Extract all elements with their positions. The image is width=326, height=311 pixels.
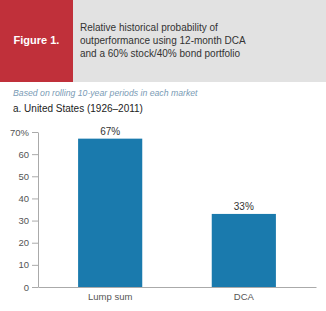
- y-axis-line: [38, 133, 39, 288]
- y-tick-label: 50: [18, 171, 29, 182]
- y-tick-label: 10: [18, 259, 29, 270]
- figure-label: Figure 1.: [14, 34, 60, 46]
- data-label: 33%: [234, 201, 254, 212]
- bar: [78, 139, 142, 287]
- y-tick: 40: [18, 193, 38, 204]
- y-tick-label: 60: [18, 149, 29, 160]
- y-axis: 0 10 20 30 40 50 60 70%: [10, 127, 39, 293]
- section-label: a. United States (1926–2011): [13, 103, 143, 114]
- y-tick-mark: [32, 287, 38, 288]
- y-tick: 20: [18, 237, 38, 248]
- y-tick-label: 0: [24, 282, 29, 293]
- y-tick-mark: [32, 154, 38, 155]
- y-tick-label: 40: [18, 193, 29, 204]
- y-tick: 60: [18, 149, 38, 160]
- y-tick: 50: [18, 171, 38, 182]
- subtitle: Based on rolling 10-year periods in each…: [13, 88, 198, 98]
- x-tick: DCA: [234, 287, 255, 302]
- plot: 0 10 20 30 40 50 60 70% Lump sum DCA 67% 33%: [10, 126, 317, 302]
- bars: [78, 139, 276, 287]
- y-tick-label: 30: [18, 215, 29, 226]
- bar: [212, 214, 276, 287]
- y-tick-mark: [32, 265, 38, 266]
- y-tick-mark: [32, 198, 38, 199]
- y-tick: 10: [18, 259, 38, 270]
- chart-svg: Figure 1. Relative historical probability…: [0, 0, 326, 311]
- y-tick: 30: [18, 215, 38, 226]
- data-label: 67%: [100, 126, 120, 137]
- x-tick-label: DCA: [234, 291, 255, 302]
- y-tick-mark: [32, 176, 38, 177]
- header-box: [0, 0, 73, 82]
- y-tick-label: 20: [18, 237, 29, 248]
- y-tick-mark: [32, 132, 38, 133]
- header-background: [0, 0, 326, 82]
- title: Relative historical probability ofoutper…: [80, 22, 246, 59]
- y-tick: 70%: [10, 127, 38, 138]
- x-axis-line: [39, 287, 317, 288]
- y-tick-mark: [32, 221, 38, 222]
- x-tick-label: Lump sum: [88, 291, 132, 302]
- x-axis: Lump sum DCA: [39, 287, 317, 302]
- y-tick: 0: [24, 282, 38, 293]
- data-labels: 67% 33%: [100, 126, 254, 212]
- x-tick: Lump sum: [88, 287, 132, 302]
- y-tick-label: 70%: [10, 127, 30, 138]
- y-tick-mark: [32, 243, 38, 244]
